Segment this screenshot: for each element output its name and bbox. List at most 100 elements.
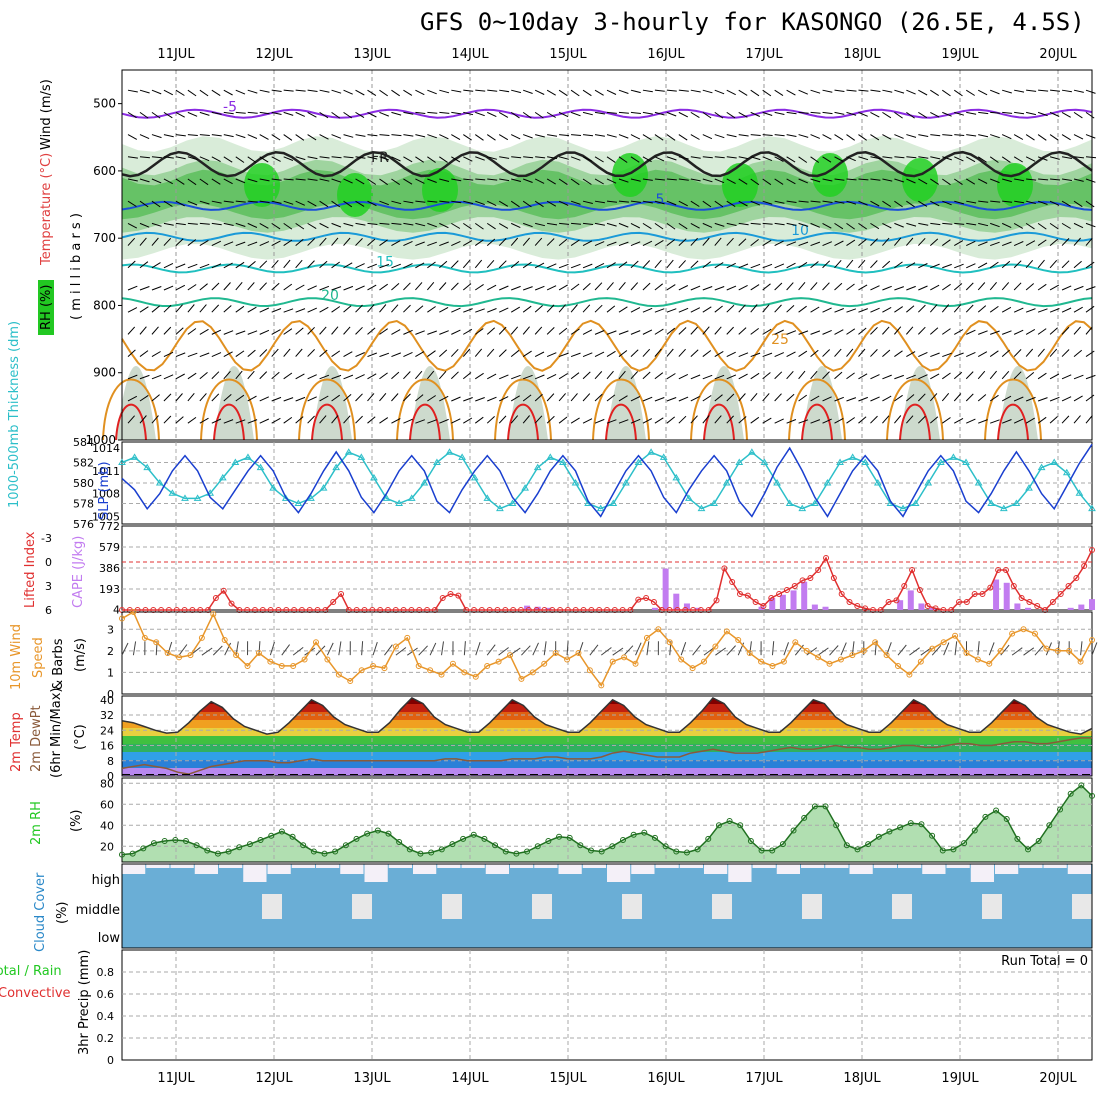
wind-barb	[953, 371, 963, 380]
wind-barb	[714, 222, 725, 227]
isotherm-warm	[886, 378, 944, 441]
lifted-index-line-marker	[862, 605, 869, 612]
rh-line-marker	[566, 834, 573, 841]
wind-barb	[1085, 178, 1096, 183]
wind-barb	[1061, 307, 1072, 313]
wind-barb	[942, 200, 952, 206]
wind-speed-line-marker	[1031, 630, 1038, 637]
wind-barb	[726, 200, 736, 208]
wind-barb	[558, 156, 569, 160]
wind-barb	[403, 111, 414, 115]
thickness-line-marker	[218, 473, 227, 481]
wind-barb	[738, 200, 748, 207]
wind-barb	[259, 89, 270, 93]
thickness-line-marker	[911, 499, 920, 506]
isotherm-hot	[899, 403, 931, 441]
wind-barb	[846, 283, 855, 291]
temp-tick: 16	[100, 740, 114, 753]
wind-barb	[726, 134, 737, 138]
wind-barb	[307, 89, 318, 92]
wind-barb	[1037, 328, 1047, 335]
rh-area	[122, 785, 1092, 862]
wind-barb	[678, 415, 687, 424]
wind-barb	[1038, 178, 1049, 181]
thickness-line-marker	[533, 463, 542, 471]
rh-line-marker	[278, 828, 285, 835]
thickness-line-marker	[873, 479, 882, 486]
wind-barb	[630, 330, 641, 335]
wind-barb-10m	[486, 644, 496, 656]
wind-barb	[714, 350, 724, 358]
wind-barb	[175, 178, 185, 185]
rh-line-marker	[364, 830, 371, 837]
wind-speed-line-marker	[598, 682, 605, 689]
wind-barb	[475, 308, 485, 313]
rh-line-marker	[619, 836, 626, 843]
wind-barb	[1001, 349, 1011, 357]
wind-barb	[199, 222, 210, 225]
rh-line-marker	[801, 814, 808, 821]
lifted-index-line-marker	[1049, 599, 1056, 605]
wind-barb	[343, 262, 353, 269]
lifted-index-line-marker	[768, 595, 775, 601]
wind-barb	[1013, 156, 1023, 163]
wind-barb	[834, 134, 844, 141]
wind-barb	[259, 282, 267, 291]
wind-barb	[343, 178, 353, 184]
wind-barb	[1085, 134, 1096, 139]
wind-barb	[546, 111, 556, 118]
rh-line-marker	[289, 833, 296, 840]
wind-barb	[606, 200, 618, 203]
cloud-gap-middle	[1072, 894, 1092, 919]
wind-barb	[355, 156, 366, 159]
wind-barb	[570, 111, 581, 117]
wind-barb	[654, 328, 664, 335]
rh-line-marker	[1089, 792, 1095, 799]
wind-barb	[498, 349, 507, 357]
wind-barb-10m	[429, 642, 437, 656]
pressure-tick: 900	[93, 366, 116, 380]
cloud-gap-high	[728, 864, 752, 882]
pressure-tick: 800	[93, 298, 116, 312]
wind-barb	[379, 89, 388, 97]
lifted-index-line-marker	[1065, 583, 1072, 589]
wind-barb	[163, 304, 172, 313]
wind-barb	[487, 89, 498, 92]
wind-barb	[1061, 415, 1070, 424]
cape-bar	[993, 579, 1000, 610]
wind-barb	[283, 372, 293, 380]
wind-barb	[666, 239, 676, 246]
wind-speed-line-marker	[803, 647, 810, 654]
wind-barb	[271, 259, 279, 269]
wind-barb	[1001, 222, 1012, 229]
isotherm-warm	[200, 378, 258, 441]
wind-barb	[918, 263, 928, 269]
date-label-bottom: 17JUL	[745, 1071, 783, 1086]
wind-barb	[1025, 240, 1036, 247]
wind-barb	[211, 329, 222, 335]
wind-barb	[953, 89, 963, 97]
wind-barb	[846, 134, 855, 141]
rh-line-marker	[545, 838, 552, 844]
isotherm-warm	[788, 378, 846, 441]
wind-barb	[762, 417, 772, 424]
wind-barb	[439, 178, 450, 182]
wind-barb	[786, 282, 794, 291]
wind-barb-10m	[121, 642, 129, 656]
wind-barb	[714, 178, 725, 184]
wind-barb	[666, 327, 676, 335]
wind-barb	[918, 89, 928, 96]
wind-barb	[187, 416, 197, 424]
wind-barb	[750, 392, 758, 402]
wind-barb	[942, 372, 951, 380]
wind-barb-10m	[783, 642, 789, 656]
wind-barb	[606, 178, 617, 184]
wind-barb	[151, 222, 162, 227]
wind-barb	[858, 373, 868, 380]
wind-barb	[726, 111, 736, 119]
wind-barb	[415, 156, 424, 163]
wind-barb	[187, 263, 198, 269]
wind-barb	[475, 156, 485, 161]
cape-bar	[694, 607, 701, 610]
wind-barb	[235, 261, 245, 269]
